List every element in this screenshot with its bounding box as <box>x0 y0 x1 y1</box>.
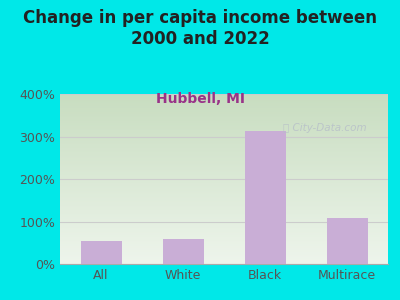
Text: Change in per capita income between
2000 and 2022: Change in per capita income between 2000… <box>23 9 377 48</box>
Bar <box>244 130 286 264</box>
Text: Hubbell, MI: Hubbell, MI <box>156 92 244 106</box>
Text: ⓘ City-Data.com: ⓘ City-Data.com <box>283 123 367 134</box>
Bar <box>80 241 122 264</box>
Bar <box>162 239 204 264</box>
Bar <box>326 218 368 264</box>
